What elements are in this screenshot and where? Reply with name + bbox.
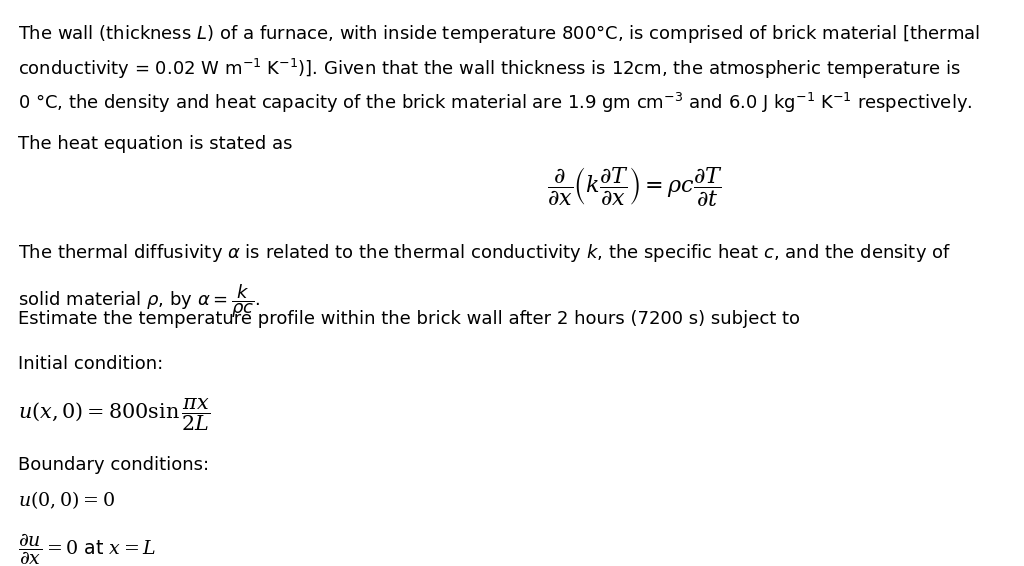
- Text: Initial condition:: Initial condition:: [18, 355, 164, 374]
- Text: $u(0,0) = 0$: $u(0,0) = 0$: [18, 490, 116, 512]
- Text: solid material $\rho$, by $\alpha = \dfrac{k}{\rho c}$.: solid material $\rho$, by $\alpha = \dfr…: [18, 282, 261, 320]
- Text: $\dfrac{\partial}{\partial x}\left(k\dfrac{\partial T}{\partial x}\right) = \rho: $\dfrac{\partial}{\partial x}\left(k\dfr…: [547, 165, 723, 208]
- Text: 0 °C, the density and heat capacity of the brick material are 1.9 gm cm$^{-3}$ a: 0 °C, the density and heat capacity of t…: [18, 91, 973, 115]
- Text: conductivity = 0.02 W m$^{-1}$ K$^{-1}$)]. Given that the wall thickness is 12cm: conductivity = 0.02 W m$^{-1}$ K$^{-1}$)…: [18, 57, 962, 81]
- Text: The thermal diffusivity $\alpha$ is related to the thermal conductivity $k$, the: The thermal diffusivity $\alpha$ is rela…: [18, 242, 951, 264]
- Text: The wall (thickness $L$) of a furnace, with inside temperature 800°C, is compris: The wall (thickness $L$) of a furnace, w…: [18, 23, 981, 45]
- Text: Estimate the temperature profile within the brick wall after 2 hours (7200 s) su: Estimate the temperature profile within …: [18, 310, 801, 328]
- Text: $\dfrac{\partial u}{\partial x} = 0$ at $x = L$: $\dfrac{\partial u}{\partial x} = 0$ at …: [18, 531, 157, 566]
- Text: The heat equation is stated as: The heat equation is stated as: [18, 135, 293, 153]
- Text: $u(x, 0) = 800\sin\dfrac{\pi x}{2L}$: $u(x, 0) = 800\sin\dfrac{\pi x}{2L}$: [18, 396, 211, 432]
- Text: Boundary conditions:: Boundary conditions:: [18, 456, 210, 474]
